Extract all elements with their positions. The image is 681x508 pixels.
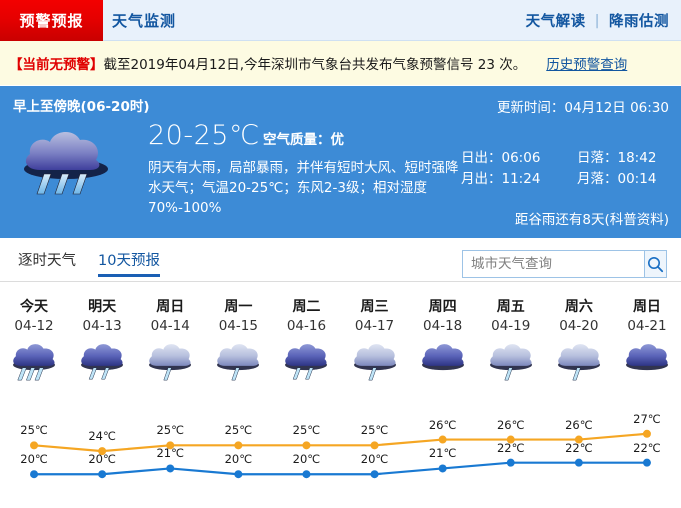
- warning-banner: 【当前无预警】 截至2019年04月12日,今年深圳市气象台共发布气象预警信号 …: [0, 41, 681, 85]
- nav-right-links: 天气解读 | 降雨估测: [526, 0, 669, 41]
- day-date: 04-13: [82, 318, 122, 334]
- nav-tab-alert-forecast[interactable]: 预警预报: [0, 0, 103, 41]
- update-time-label: 更新时间：04月12日 06:30: [496, 100, 669, 116]
- nav-link-weather-analysis[interactable]: 天气解读: [525, 14, 586, 30]
- moonrise-label: 月出：11:24: [461, 171, 541, 187]
- heavy-rain-icon: [13, 344, 56, 381]
- air-quality-label: 空气质量：优: [263, 132, 344, 148]
- nav-link-rain-estimate[interactable]: 降雨估测: [609, 14, 669, 30]
- day-name: 明天: [88, 299, 117, 315]
- rain-icon: [285, 344, 328, 380]
- sunset-label: 日落：18:42: [577, 150, 657, 166]
- warning-history-link[interactable]: 历史预警查询: [546, 56, 628, 73]
- search-icon: [648, 256, 664, 272]
- current-period-label: 早上至傍晚(06-20时): [13, 99, 150, 115]
- ten-day-forecast-grid: 今天 04-12 明天 04-13 周日 04-14 周一 04-15: [0, 288, 681, 508]
- nav-tab-weather-monitor[interactable]: 天气监测: [112, 12, 177, 30]
- current-temperature: 20-25℃: [148, 120, 260, 151]
- day-name: 周四: [428, 299, 457, 315]
- day-name: 周日: [156, 299, 185, 315]
- day-date: 04-12: [14, 318, 54, 334]
- day-name: 周五: [496, 299, 525, 315]
- top-navigation-bar: 预警预报 天气监测 天气解读 | 降雨估测: [0, 0, 681, 41]
- warning-status-badge: 【当前无预警】: [9, 56, 104, 73]
- day-date: 04-17: [354, 318, 395, 334]
- day-name: 周六: [564, 299, 593, 315]
- tab-ten-day-label: 10天预报: [98, 253, 160, 269]
- heavy-rain-icon: [24, 131, 108, 195]
- day-name: 周日: [632, 299, 661, 315]
- light-rain-icon: [353, 344, 396, 381]
- day-name: 周二: [292, 299, 321, 315]
- day-date: 04-14: [150, 318, 190, 334]
- forecast-tab-row: 逐时天气 10天预报: [0, 238, 681, 282]
- day-date: 04-19: [491, 318, 531, 334]
- tab-active-underline: [98, 274, 160, 277]
- sun-moon-table: 日出：06:06 日落：18:42 月出：11:24 月落：00:14: [461, 148, 669, 190]
- search-input[interactable]: [463, 251, 644, 277]
- light-rain-icon: [557, 344, 600, 381]
- sunrise-label: 日出：06:06: [461, 150, 541, 166]
- day-name: 今天: [20, 299, 49, 315]
- search-button[interactable]: [644, 251, 666, 277]
- tab-ten-day-forecast[interactable]: 10天预报: [98, 249, 160, 277]
- light-rain-icon: [149, 344, 192, 381]
- cloudy-icon: [625, 344, 668, 371]
- nav-link-separator: |: [594, 12, 600, 29]
- day-name: 周一: [224, 299, 253, 315]
- day-date: 04-20: [559, 318, 599, 334]
- city-search-box[interactable]: [462, 250, 667, 278]
- light-rain-icon: [489, 344, 532, 381]
- day-date: 04-21: [627, 318, 667, 334]
- day-date: 04-15: [218, 318, 258, 334]
- current-weather-panel: 早上至傍晚(06-20时) 20-25℃ 空气质量：优 阴天有大雨，局部暴雨，并…: [0, 86, 681, 238]
- light-rain-icon: [217, 344, 260, 381]
- rain-icon: [81, 344, 124, 380]
- moonset-label: 月落：00:14: [577, 171, 657, 187]
- day-date: 04-16: [286, 318, 327, 334]
- cloudy-icon: [421, 344, 464, 371]
- tab-hourly-weather[interactable]: 逐时天气: [18, 253, 76, 269]
- day-name: 周三: [360, 299, 389, 315]
- warning-text: 截至2019年04月12日,今年深圳市气象台共发布气象预警信号 23 次。: [103, 56, 527, 73]
- solar-term-link[interactable]: 距谷雨还有8天(科普资料): [514, 212, 669, 228]
- day-date: 04-18: [423, 318, 463, 334]
- current-weather-description: 阴天有大雨，局部暴雨，并伴有短时大风、短时强降水天气；气温20-25℃；东风2-…: [148, 160, 459, 216]
